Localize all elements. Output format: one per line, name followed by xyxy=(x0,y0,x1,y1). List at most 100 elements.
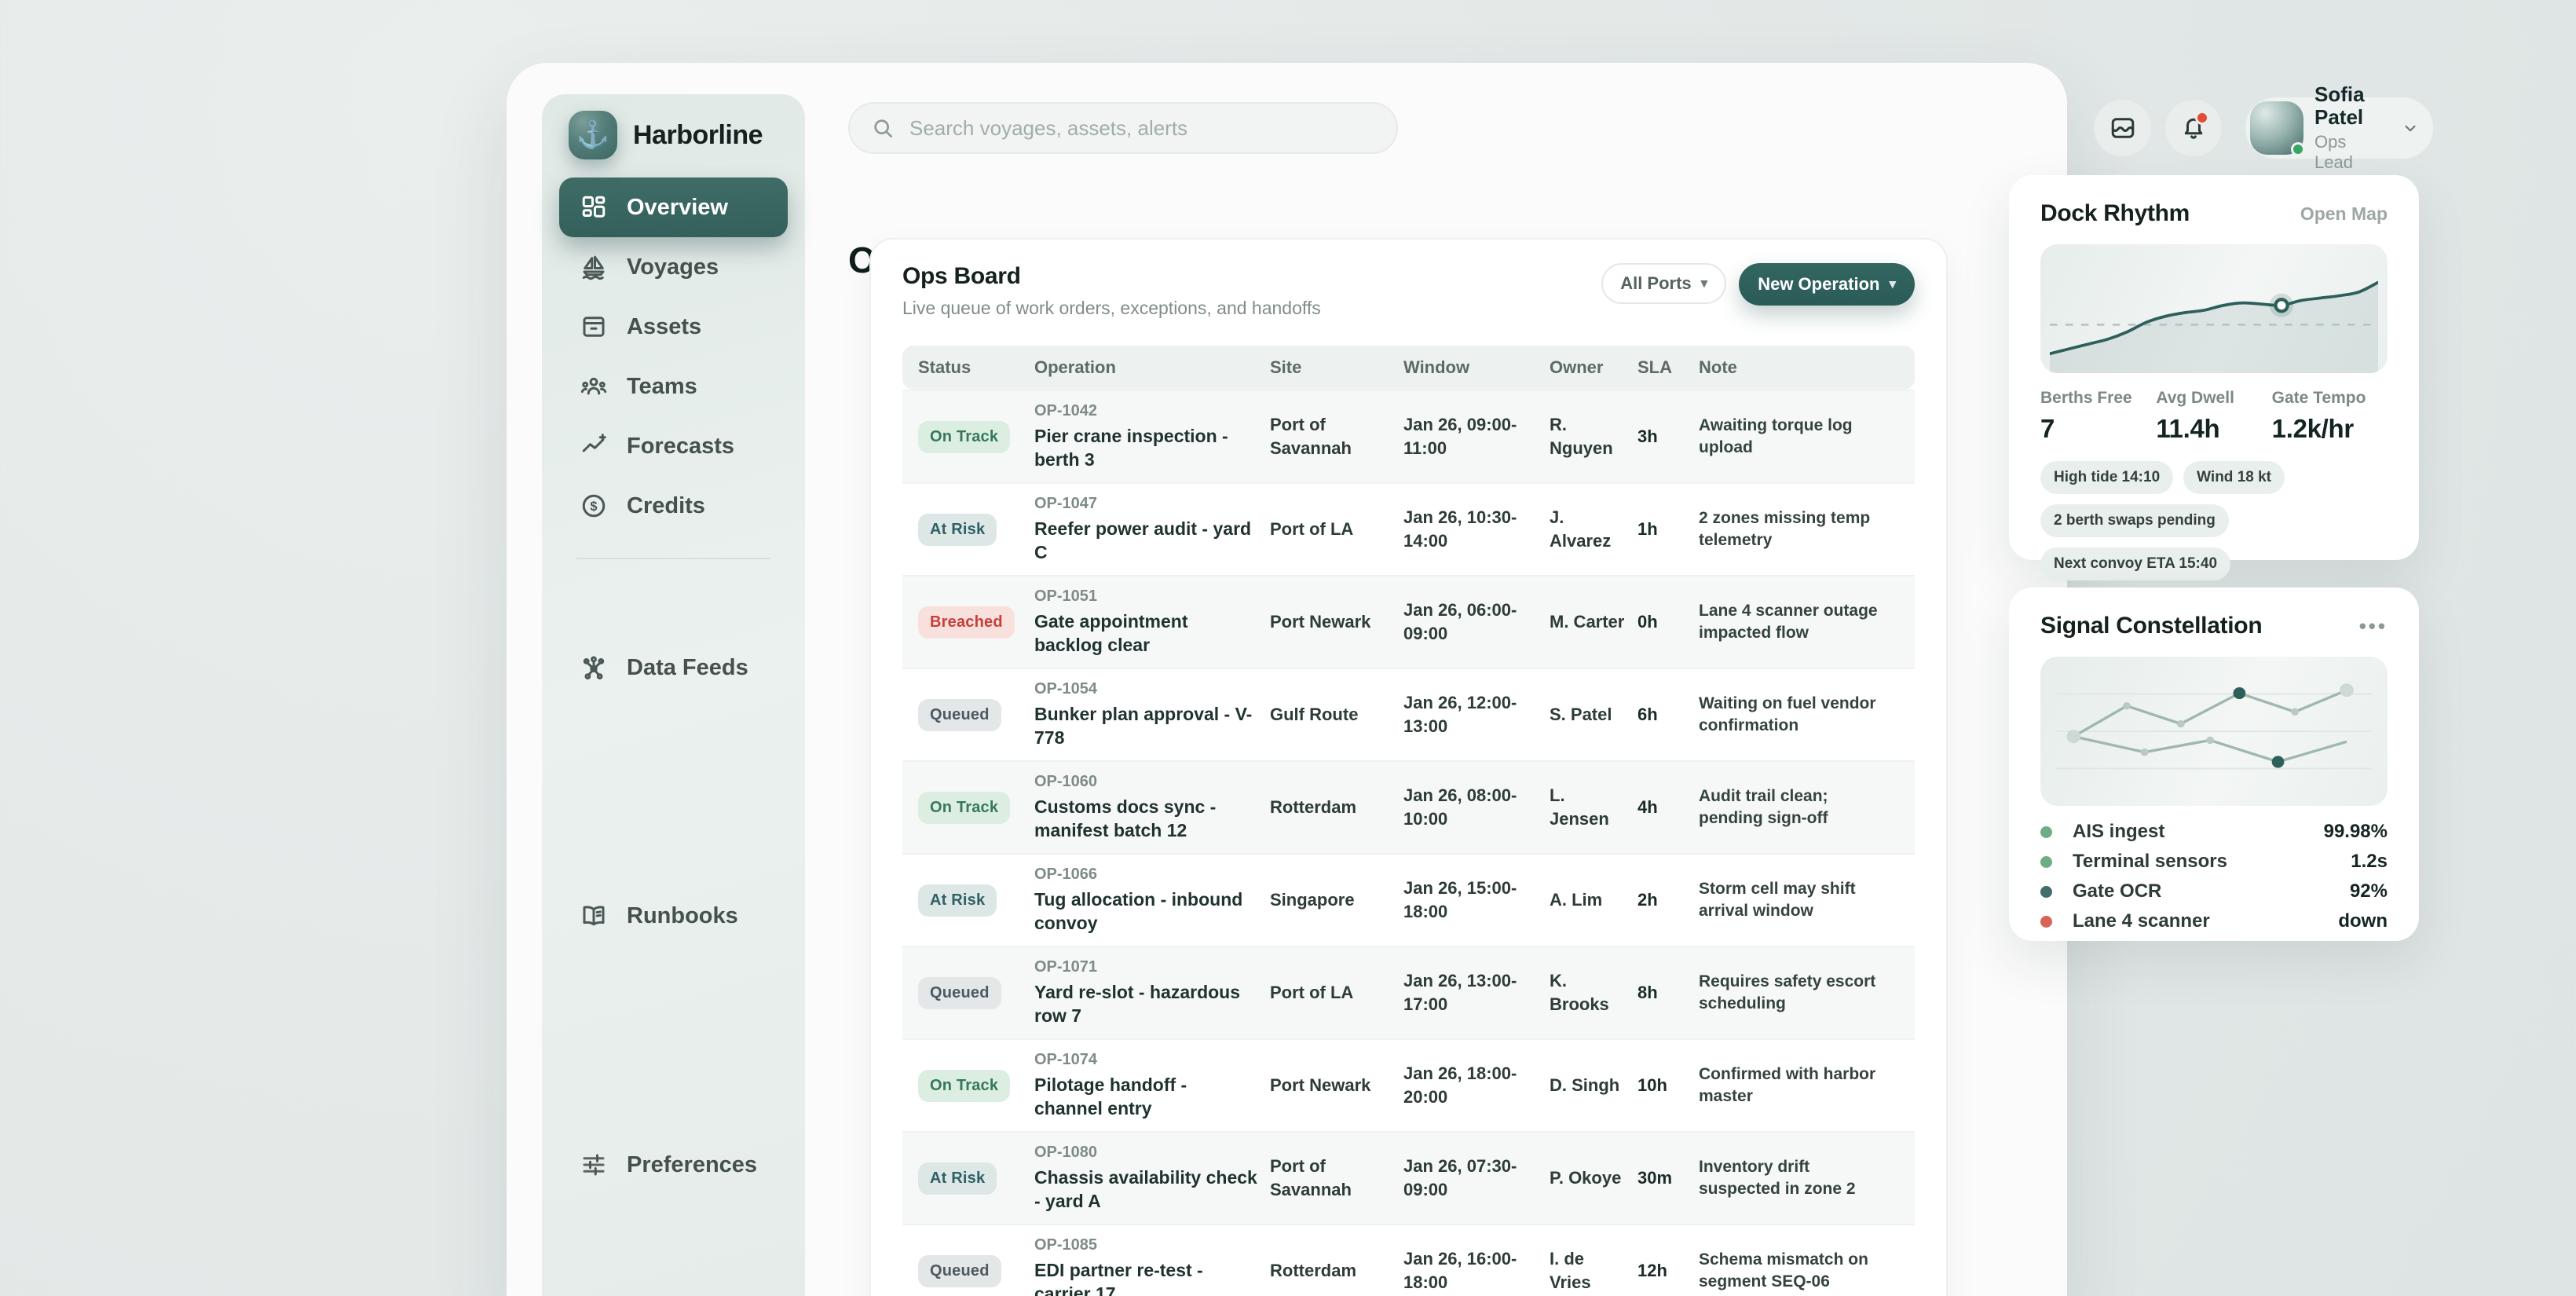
chevron-down-icon xyxy=(2400,118,2420,138)
new-operation-label: New Operation xyxy=(1758,274,1880,294)
topbar-right-cluster: Sofia Patel Ops Lead xyxy=(2093,83,2435,172)
operation-id: OP-1042 xyxy=(1034,402,1098,420)
operation-cell: OP-1066 Tug allocation - inbound convoy xyxy=(1034,866,1270,934)
operation-title: Pier crane inspection - berth 3 xyxy=(1034,426,1228,470)
sla-cell: 3h xyxy=(1637,427,1658,446)
dashboard-grid-icon xyxy=(580,193,608,221)
operation-id: OP-1066 xyxy=(1034,866,1098,884)
table-row[interactable]: At Risk OP-1066 Tug allocation - inbound… xyxy=(902,853,1915,946)
table-row[interactable]: At Risk OP-1047 Reefer power audit - yar… xyxy=(902,482,1915,575)
sidebar-item-preferences[interactable]: Preferences xyxy=(559,1135,788,1195)
dock-rhythm-stats: Berths Free 7 Avg Dwell 11.4h Gate Tempo… xyxy=(2040,389,2388,444)
table-row[interactable]: Queued OP-1085 EDI partner re-test - car… xyxy=(902,1224,1915,1296)
ops-board-titles: Ops Board Live queue of work orders, exc… xyxy=(902,263,1321,319)
note-cell: Audit trail clean; pending sign-off xyxy=(1699,786,1828,827)
site-cell: Gulf Route xyxy=(1270,705,1359,725)
status-cell: At Risk xyxy=(918,1162,1034,1195)
table-row[interactable]: On Track OP-1074 Pilotage handoff - chan… xyxy=(902,1038,1915,1131)
sidebar-item-data-feeds[interactable]: Data Feeds xyxy=(559,638,788,697)
sla-cell: 30m xyxy=(1637,1168,1673,1188)
owner-cell: P. Okoye xyxy=(1550,1168,1622,1188)
stat: Avg Dwell 11.4h xyxy=(2156,389,2271,444)
sidebar-item-label: Preferences xyxy=(627,1151,758,1177)
status-badge: Queued xyxy=(918,1254,1001,1287)
site-cell: Port of LA xyxy=(1270,983,1354,1003)
site-cell: Port Newark xyxy=(1270,612,1371,632)
notification-dot xyxy=(2195,111,2209,125)
open-map-link[interactable]: Open Map xyxy=(2300,203,2388,224)
operation-id: OP-1051 xyxy=(1034,588,1098,606)
stat-value: 1.2k/hr xyxy=(2271,414,2355,443)
tray-icon xyxy=(2109,114,2137,142)
stat: Gate Tempo 1.2k/hr xyxy=(2272,389,2388,444)
sidebar-item-teams[interactable]: Teams xyxy=(559,357,788,416)
profile-menu[interactable]: Sofia Patel Ops Lead xyxy=(2244,83,2435,172)
window-cell: Jan 26, 10:30-14:00 xyxy=(1403,507,1517,551)
sidebar-item-overview[interactable]: Overview xyxy=(559,178,788,237)
owner-cell: R. Nguyen xyxy=(1550,415,1613,458)
stat: Berths Free 7 xyxy=(2040,389,2156,444)
status-cell: On Track xyxy=(918,1069,1034,1102)
legend-value: 99.98% xyxy=(2323,821,2388,842)
sidebar-item-label: Data Feeds xyxy=(627,654,748,680)
ellipsis-menu-icon[interactable]: ••• xyxy=(2358,613,2388,638)
ops-board-actions: All Ports ▾ New Operation ▾ xyxy=(1601,263,1915,306)
legend-label: Terminal sensors xyxy=(2073,851,2227,872)
operation-cell: OP-1080 Chassis availability check - yar… xyxy=(1034,1144,1270,1212)
sidebar-item-credits[interactable]: $ Credits xyxy=(559,476,788,536)
stat-label: Avg Dwell xyxy=(2156,389,2234,407)
operation-title: Pilotage handoff - channel entry xyxy=(1034,1075,1187,1118)
table-row[interactable]: At Risk OP-1080 Chassis availability che… xyxy=(902,1131,1915,1224)
table-row[interactable]: On Track OP-1060 Customs docs sync - man… xyxy=(902,760,1915,853)
stat-value: 11.4h xyxy=(2156,414,2220,443)
search-input[interactable] xyxy=(909,115,1376,141)
sla-cell: 4h xyxy=(1637,797,1658,817)
caret-down-icon: ▾ xyxy=(1700,276,1708,291)
sidebar-item-forecasts[interactable]: Forecasts xyxy=(559,416,788,476)
site-cell: Port Newark xyxy=(1270,1075,1371,1096)
window-cell: Jan 26, 08:00-10:00 xyxy=(1403,785,1517,829)
operation-cell: OP-1054 Bunker plan approval - V-778 xyxy=(1034,680,1270,749)
sidebar-item-label: Credits xyxy=(627,492,705,518)
stat-label: Gate Tempo xyxy=(2271,389,2366,407)
sidebar-item-voyages[interactable]: Voyages xyxy=(559,237,788,297)
operation-title: Gate appointment backlog clear xyxy=(1034,611,1188,655)
caret-down-icon: ▾ xyxy=(1889,276,1896,291)
sliders-icon xyxy=(580,1151,608,1179)
window-cell: Jan 26, 12:00-13:00 xyxy=(1403,693,1517,736)
inbox-button[interactable] xyxy=(2093,98,2153,158)
presence-dot xyxy=(2291,142,2305,156)
ops-board-header: Ops Board Live queue of work orders, exc… xyxy=(902,263,1915,319)
sidebar-item-label: Voyages xyxy=(627,254,719,280)
note-cell: Waiting on fuel vendor confirmation xyxy=(1699,694,1876,734)
signal-constellation-card: Signal Constellation ••• AIS ingest 99.9… xyxy=(2009,588,2419,941)
legend-value: 92% xyxy=(2349,880,2388,902)
status-cell: Queued xyxy=(918,698,1034,731)
sidebar-item-runbooks[interactable]: Runbooks xyxy=(559,886,788,946)
app-panel: ⚓ Harborline Overview Voyages Assets xyxy=(507,63,2067,1296)
note-cell: Confirmed with harbor master xyxy=(1699,1064,1876,1105)
sidebar-item-assets[interactable]: Assets xyxy=(559,297,788,357)
user-role: Ops Lead xyxy=(2314,131,2353,172)
sla-cell: 10h xyxy=(1637,1075,1667,1095)
legend-label: Lane 4 scanner xyxy=(2073,910,2210,932)
table-row[interactable]: Breached OP-1051 Gate appointment backlo… xyxy=(902,575,1915,668)
bell-icon xyxy=(2179,114,2208,142)
signal-legend: AIS ingest 99.98% Terminal sensors 1.2s … xyxy=(2040,817,2388,936)
operation-id: OP-1054 xyxy=(1034,680,1098,698)
ops-board-subtitle: Live queue of work orders, exceptions, a… xyxy=(902,298,1321,318)
dollar-circle-icon: $ xyxy=(580,492,608,520)
window-cell: Jan 26, 06:00-09:00 xyxy=(1403,600,1517,643)
table-row[interactable]: Queued OP-1071 Yard re-slot - hazardous … xyxy=(902,946,1915,1038)
table-row[interactable]: On Track OP-1042 Pier crane inspection -… xyxy=(902,390,1915,482)
notifications-button[interactable] xyxy=(2164,98,2223,158)
legend-row: AIS ingest 99.98% xyxy=(2040,817,2388,847)
note-cell: 2 zones missing temp telemetry xyxy=(1699,508,1871,549)
stat-label: Berths Free xyxy=(2040,389,2132,407)
operation-id: OP-1085 xyxy=(1034,1236,1098,1254)
status-cell: At Risk xyxy=(918,884,1034,917)
all-ports-filter-button[interactable]: All Ports ▾ xyxy=(1601,263,1727,304)
signal-header: Signal Constellation ••• xyxy=(2040,613,2388,639)
new-operation-button[interactable]: New Operation ▾ xyxy=(1739,263,1915,306)
table-row[interactable]: Queued OP-1054 Bunker plan approval - V-… xyxy=(902,668,1915,760)
